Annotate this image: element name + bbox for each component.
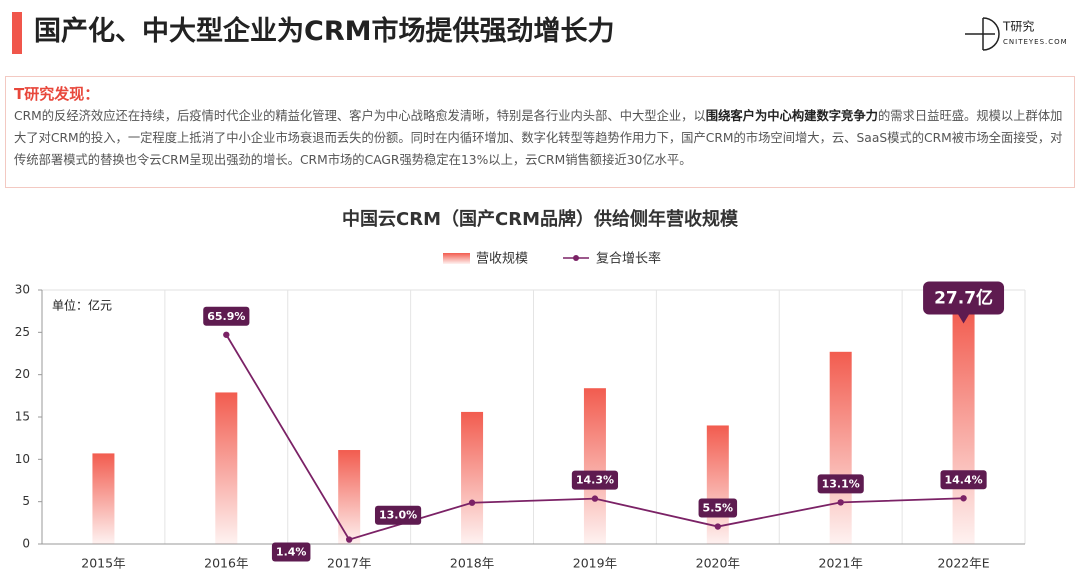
label-box: [817, 474, 864, 494]
legend-swatch: [443, 253, 470, 264]
point-label: 65.9%: [203, 306, 250, 326]
label-box: [271, 542, 311, 562]
x-tick-label: 2017年: [327, 556, 371, 571]
line-value-label: 14.3%: [576, 474, 614, 487]
bar: [583, 388, 606, 544]
x-tick-label: 2022年E: [937, 556, 989, 571]
y-tick-label: 0: [22, 537, 30, 551]
line-point: [837, 499, 844, 506]
y-tick-label: 30: [15, 283, 30, 297]
y-tick-label: 10: [15, 452, 30, 466]
line-value-label: 13.0%: [379, 509, 417, 522]
line-point: [714, 523, 722, 530]
bar: [461, 411, 484, 544]
bar: [92, 453, 115, 544]
line-point: [591, 495, 599, 502]
line-value-label: 14.4%: [944, 473, 982, 486]
y-tick-label: 15: [15, 410, 30, 424]
bar: [952, 309, 975, 544]
label-box: [940, 470, 987, 490]
line-value-label: 65.9%: [207, 310, 245, 323]
label-box: [374, 505, 422, 525]
bar-value-label: 27.7亿: [934, 287, 993, 308]
unit-label: 单位：亿元: [52, 298, 112, 313]
x-tick-label: 2021年: [819, 556, 863, 571]
x-tick-label: 2018年: [450, 556, 494, 571]
line-point: [468, 499, 476, 506]
finding-text: CRM的反经济效应还在持续，后疫情时代企业的精益化管理、客户为中心战略愈发清晰，…: [14, 105, 1066, 171]
point-label: 14.4%: [940, 470, 987, 490]
line-point: [960, 495, 967, 502]
logo: T研究 CNITEYES.COM: [965, 17, 1068, 51]
legend-label: 营收规模: [476, 252, 528, 267]
point-label: 14.3%: [571, 470, 619, 490]
label-box: [571, 470, 619, 490]
x-tick-label: 2015年: [81, 556, 125, 571]
label-box: [203, 306, 250, 326]
x-tick-label: 2019年: [573, 556, 617, 571]
legend-swatch-dot: [573, 255, 580, 261]
callout-box: [923, 281, 1005, 315]
text: CRM的反经济效应还在持续，后疫情时代企业的精益化管理、客户为中心战略愈发清晰，…: [14, 109, 706, 123]
x-tick-label: 2020年: [696, 556, 740, 571]
page-title: 国产化、中大型企业为CRM市场提供强劲增长力: [34, 16, 615, 47]
point-label: 13.1%: [817, 474, 864, 494]
text-bold: 围绕客户为中心构建数字竞争力: [705, 109, 878, 123]
x-tick-label: 2016年: [204, 556, 248, 571]
logo-site: CNITEYES.COM: [1003, 38, 1068, 46]
legend-label: 复合增长率: [596, 251, 661, 267]
point-label: 5.5%: [698, 498, 738, 518]
line-point: [345, 536, 353, 543]
label-box: [698, 498, 738, 518]
bar: [338, 450, 361, 544]
y-tick-label: 5: [22, 494, 30, 508]
line-value-label: 1.4%: [276, 546, 307, 559]
point-label: 13.0%: [374, 505, 422, 525]
chart-title: 中国云CRM（国产CRM品牌）供给侧年营收规模: [342, 208, 739, 230]
callout-pointer: [957, 313, 970, 324]
y-tick-label: 20: [15, 367, 30, 381]
y-tick-label: 25: [15, 325, 30, 339]
logo-brand: T研究: [1002, 19, 1034, 34]
bar: [215, 392, 238, 544]
line-value-label: 5.5%: [703, 502, 734, 515]
finding-title: T研究发现：: [14, 85, 100, 103]
finding-box: T研究发现： CRM的反经济效应还在持续，后疫情时代企业的精益化管理、客户为中心…: [5, 76, 1075, 188]
point-label: 1.4%: [271, 542, 311, 562]
callout: 27.7亿: [923, 281, 1005, 324]
line-point: [223, 331, 230, 338]
bar: [829, 351, 852, 544]
text: 的需求日益旺盛。规模以上群体加大了对CRM的投入，一定程度上抵消了中小企业市场衰…: [14, 109, 1063, 167]
header-accent: [12, 12, 22, 54]
line-value-label: 13.1%: [822, 477, 860, 490]
